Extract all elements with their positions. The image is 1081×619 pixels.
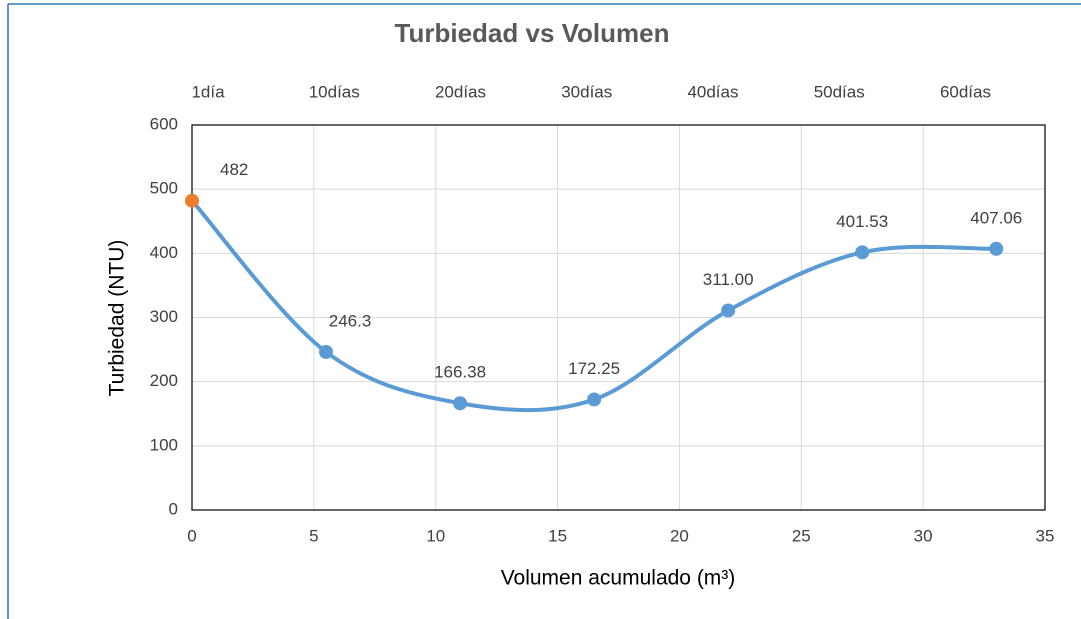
x-tick-label: 0 xyxy=(187,526,196,545)
data-label: 246.3 xyxy=(329,311,372,330)
x-tick-label: 10 xyxy=(426,526,445,545)
data-point xyxy=(453,396,468,411)
data-label: 407.06 xyxy=(970,208,1022,227)
data-label: 166.38 xyxy=(434,363,486,382)
x-tick-label: 15 xyxy=(548,526,567,545)
data-point xyxy=(587,392,602,407)
data-label: 401.53 xyxy=(836,212,888,231)
x-tick-label: 20 xyxy=(670,526,689,545)
data-point xyxy=(319,344,334,359)
x-tick-label: 30 xyxy=(914,526,933,545)
y-tick-label: 0 xyxy=(169,499,178,518)
series-line xyxy=(190,199,997,413)
plot-border xyxy=(191,124,1046,511)
top-category-label: 20días xyxy=(435,82,486,101)
y-tick-label: 300 xyxy=(150,307,178,326)
data-label: 482 xyxy=(220,160,248,179)
y-axis-title: Turbiedad (NTU) xyxy=(106,240,129,397)
top-category-label: 10días xyxy=(309,82,360,101)
top-category-label: 40días xyxy=(687,82,738,101)
top-category-label: 1día xyxy=(191,82,225,101)
x-axis-title: Volumen acumulado (m³) xyxy=(501,567,736,590)
data-label: 172.25 xyxy=(568,359,620,378)
y-tick-label: 600 xyxy=(150,114,178,133)
data-point xyxy=(185,193,199,208)
y-tick-label: 500 xyxy=(150,179,178,198)
data-point xyxy=(721,303,736,318)
data-label: 311.00 xyxy=(703,270,754,289)
x-tick-label: 25 xyxy=(792,526,811,545)
data-point xyxy=(855,245,870,260)
y-tick-label: 400 xyxy=(150,243,178,262)
x-tick-label: 5 xyxy=(309,526,318,545)
chart-title: Turbiedad vs Volumen xyxy=(395,18,670,48)
top-category-label: 30días xyxy=(561,82,612,101)
data-point xyxy=(989,241,1004,256)
top-category-label: 50días xyxy=(814,82,865,101)
x-tick-label: 35 xyxy=(1036,526,1055,545)
y-tick-label: 200 xyxy=(150,371,178,390)
top-category-label: 60días xyxy=(940,82,991,101)
y-tick-label: 100 xyxy=(150,435,178,454)
